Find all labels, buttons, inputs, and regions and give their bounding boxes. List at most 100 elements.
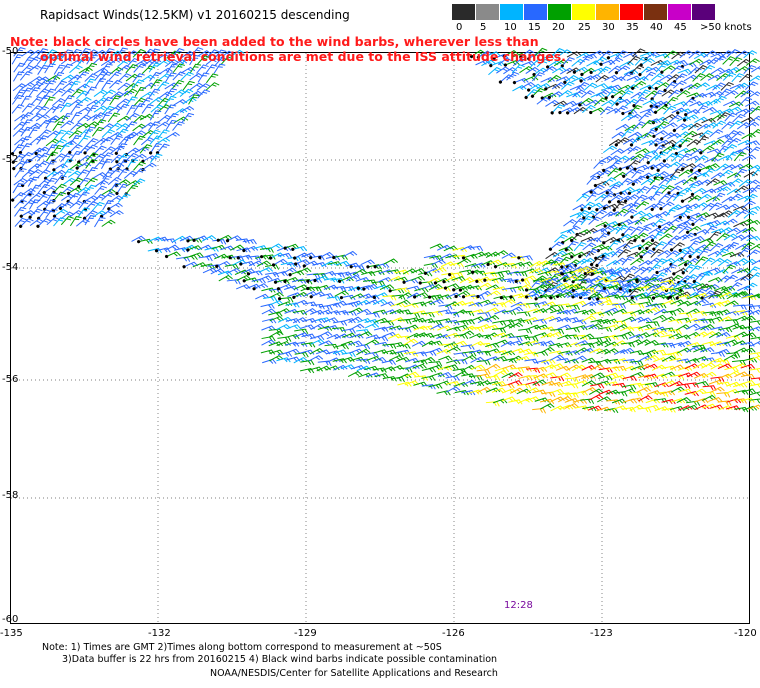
wind-barb bbox=[559, 291, 574, 297]
wind-barb bbox=[456, 258, 472, 265]
wind-barb bbox=[100, 71, 113, 81]
wind-barb bbox=[597, 358, 612, 364]
wind-barb bbox=[20, 95, 32, 107]
wind-barb bbox=[652, 129, 668, 138]
wind-barb bbox=[261, 339, 276, 346]
wind-barb bbox=[492, 53, 509, 61]
wind-barb bbox=[533, 308, 548, 314]
wind-barb bbox=[258, 267, 274, 273]
wind-barb bbox=[676, 347, 692, 354]
wind-barb bbox=[688, 248, 704, 259]
wind-barb bbox=[471, 262, 486, 268]
wind-barb bbox=[607, 194, 624, 204]
wind-barb bbox=[670, 65, 684, 74]
wind-barb bbox=[646, 390, 662, 396]
wind-barb bbox=[645, 404, 660, 411]
wind-barb bbox=[123, 88, 138, 97]
legend-label: 45 bbox=[674, 22, 687, 33]
wind-barb bbox=[29, 136, 44, 145]
wind-barb bbox=[20, 126, 33, 137]
wind-barb bbox=[603, 145, 617, 154]
wind-barb bbox=[518, 319, 533, 325]
wind-barb bbox=[430, 323, 445, 330]
wind-barb bbox=[421, 384, 436, 390]
wind-barb bbox=[378, 269, 394, 275]
wind-barb bbox=[396, 343, 411, 349]
wind-barb bbox=[498, 57, 512, 66]
wind-barb bbox=[746, 249, 760, 258]
wind-barb bbox=[537, 271, 552, 277]
wind-barb bbox=[292, 309, 308, 316]
wind-barb bbox=[76, 71, 90, 81]
wind-barb bbox=[722, 264, 736, 274]
wind-barb bbox=[593, 159, 607, 169]
wind-barb bbox=[28, 199, 41, 210]
wind-barb bbox=[598, 310, 614, 316]
wind-barb bbox=[133, 135, 146, 146]
wind-barb bbox=[269, 300, 284, 306]
wind-barb bbox=[564, 358, 579, 364]
wind-barb bbox=[617, 218, 634, 227]
wind-barb bbox=[678, 137, 693, 148]
wind-barb bbox=[205, 64, 218, 75]
wind-barb bbox=[109, 167, 123, 177]
wind-barb bbox=[78, 135, 91, 145]
wind-barb bbox=[626, 178, 642, 186]
wind-barb bbox=[581, 308, 597, 315]
wind-barb bbox=[148, 48, 161, 59]
wind-barb bbox=[326, 350, 341, 356]
wind-barb bbox=[269, 291, 284, 298]
wind-barb bbox=[569, 85, 585, 91]
wind-barb bbox=[485, 401, 500, 407]
wind-barb bbox=[672, 224, 686, 234]
wind-barb bbox=[604, 407, 619, 414]
wind-barb bbox=[717, 275, 732, 284]
wind-barb bbox=[284, 285, 299, 291]
wind-barb bbox=[382, 343, 397, 350]
wind-barb bbox=[619, 347, 635, 354]
wind-barb bbox=[38, 95, 51, 105]
wind-barb bbox=[666, 145, 681, 154]
wind-barb bbox=[77, 129, 92, 138]
wind-barb bbox=[587, 405, 603, 411]
wind-barb bbox=[443, 283, 460, 290]
wind-speed-color-legend bbox=[452, 4, 716, 20]
wind-barb bbox=[580, 90, 595, 98]
wind-barb bbox=[102, 89, 117, 98]
wind-barb bbox=[634, 194, 648, 204]
wind-barb bbox=[588, 323, 603, 330]
wind-barb bbox=[10, 144, 25, 156]
wind-barb bbox=[102, 48, 115, 58]
wind-barb bbox=[540, 340, 555, 346]
wind-barb bbox=[721, 121, 735, 130]
wind-barb bbox=[491, 381, 507, 387]
wind-barb bbox=[620, 331, 635, 337]
legend-swatch-1 bbox=[476, 4, 500, 20]
wind-barb bbox=[690, 187, 707, 196]
wind-barb bbox=[600, 106, 614, 116]
wind-barb bbox=[421, 340, 437, 348]
wind-barb bbox=[669, 307, 685, 314]
wind-barb bbox=[77, 96, 92, 105]
wind-barb bbox=[12, 83, 27, 92]
wind-barb bbox=[673, 80, 687, 89]
wind-barb bbox=[742, 187, 757, 194]
wind-barb bbox=[44, 49, 58, 59]
legend-swatch-4 bbox=[548, 4, 572, 20]
wind-barb bbox=[502, 388, 517, 394]
wind-barb bbox=[534, 293, 551, 301]
wind-barb bbox=[604, 89, 619, 100]
wind-barb bbox=[287, 292, 302, 298]
wind-barb bbox=[656, 280, 670, 290]
wind-barb bbox=[572, 319, 587, 325]
wind-barb bbox=[45, 160, 57, 171]
wind-barb bbox=[438, 355, 453, 361]
wind-barb bbox=[601, 192, 616, 201]
wind-barb bbox=[725, 130, 739, 139]
wind-barb bbox=[614, 105, 628, 114]
wind-barb bbox=[693, 172, 710, 180]
wind-barb bbox=[572, 364, 587, 372]
wind-barb bbox=[86, 99, 101, 107]
wind-barb bbox=[412, 363, 427, 369]
wind-barb bbox=[542, 372, 557, 378]
